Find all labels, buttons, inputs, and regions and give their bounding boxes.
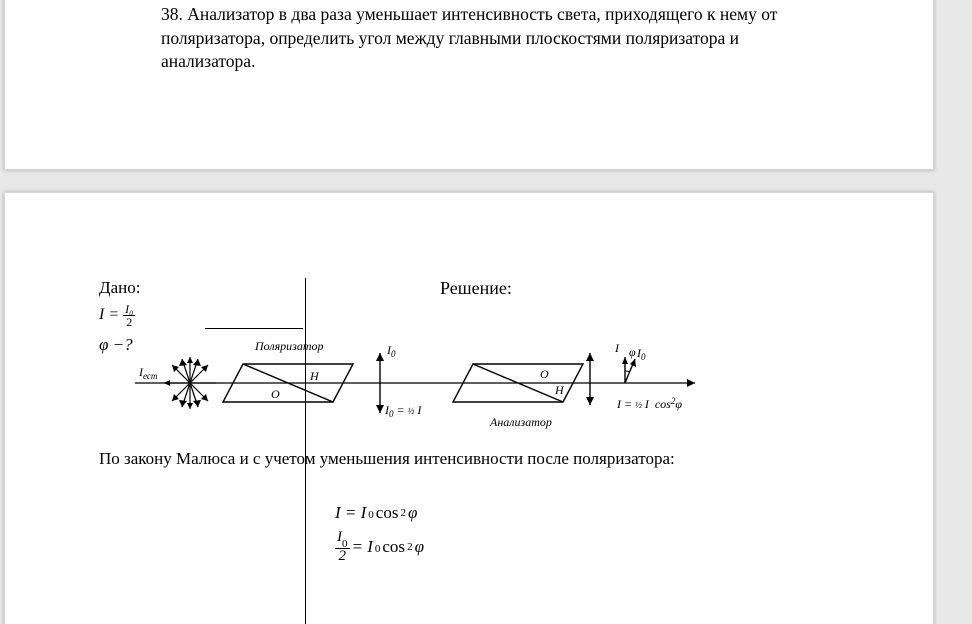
svg-text:Н: Н (554, 383, 565, 397)
svg-text:I0: I0 (636, 346, 646, 362)
label-polarizer: Поляризатор (254, 339, 324, 353)
label-Iest: Iест (138, 365, 158, 381)
eq1-phi: φ (408, 503, 417, 523)
svg-text:I: I (614, 341, 620, 355)
equation-malus-2: I0 2 = I0 cos2 φ (335, 530, 424, 564)
svg-text:I0: I0 (386, 343, 396, 359)
solution-heading: Решение: (440, 278, 512, 299)
eq1-sub: 0 (368, 509, 374, 521)
svg-text:I = ½ I cos2φ: I = ½ I cos2φ (616, 396, 682, 411)
svg-text:О: О (271, 387, 280, 401)
eq2-den: 2 (337, 549, 349, 564)
eq2-num-sub: 0 (342, 538, 348, 550)
given-frac-den: 2 (124, 316, 134, 328)
given-fraction: I₀ 2 (123, 303, 135, 328)
svg-text:I0 = ½ I: I0 = ½ I (384, 403, 422, 419)
equation-malus-1: I = I0 cos2 φ (335, 503, 417, 523)
page-problem: 38. Анализатор в два раза уменьшает инте… (4, 0, 934, 170)
page-solution: Дано: I = I₀ 2 φ −? Решение: (4, 192, 934, 624)
eq1-left: I = I (335, 503, 366, 523)
optics-diagram: Iест (135, 308, 695, 438)
eq2-sup: 2 (407, 541, 413, 553)
eq1-cos: cos (376, 503, 399, 523)
problem-text: Анализатор в два раза уменьшает интенсив… (161, 4, 777, 71)
svg-text:Н: Н (309, 369, 320, 383)
polarized-arrows-2 (586, 353, 594, 405)
svg-text:О: О (540, 367, 549, 381)
eq2-fraction: I0 2 (335, 530, 350, 564)
eq2-cos: cos (382, 537, 405, 557)
viewport: 38. Анализатор в два раза уменьшает инте… (0, 0, 972, 624)
eq1-sup: 2 (400, 507, 406, 519)
output-vector (622, 357, 636, 383)
solution-body-text: По закону Малюса и с учетом уменьшения и… (99, 448, 679, 470)
unpolarized-burst (164, 357, 216, 409)
problem-number: 38. (161, 4, 183, 24)
eq2-eq: = I (352, 537, 373, 557)
svg-text:φ: φ (629, 345, 636, 359)
given-heading: Дано: (99, 278, 140, 298)
given-I-label: I = (99, 306, 119, 324)
diagram-svg: Iест (135, 308, 695, 438)
eq2-sub2: 0 (375, 543, 381, 555)
label-analyzer: Анализатор (489, 415, 552, 429)
eq2-phi: φ (415, 537, 424, 557)
